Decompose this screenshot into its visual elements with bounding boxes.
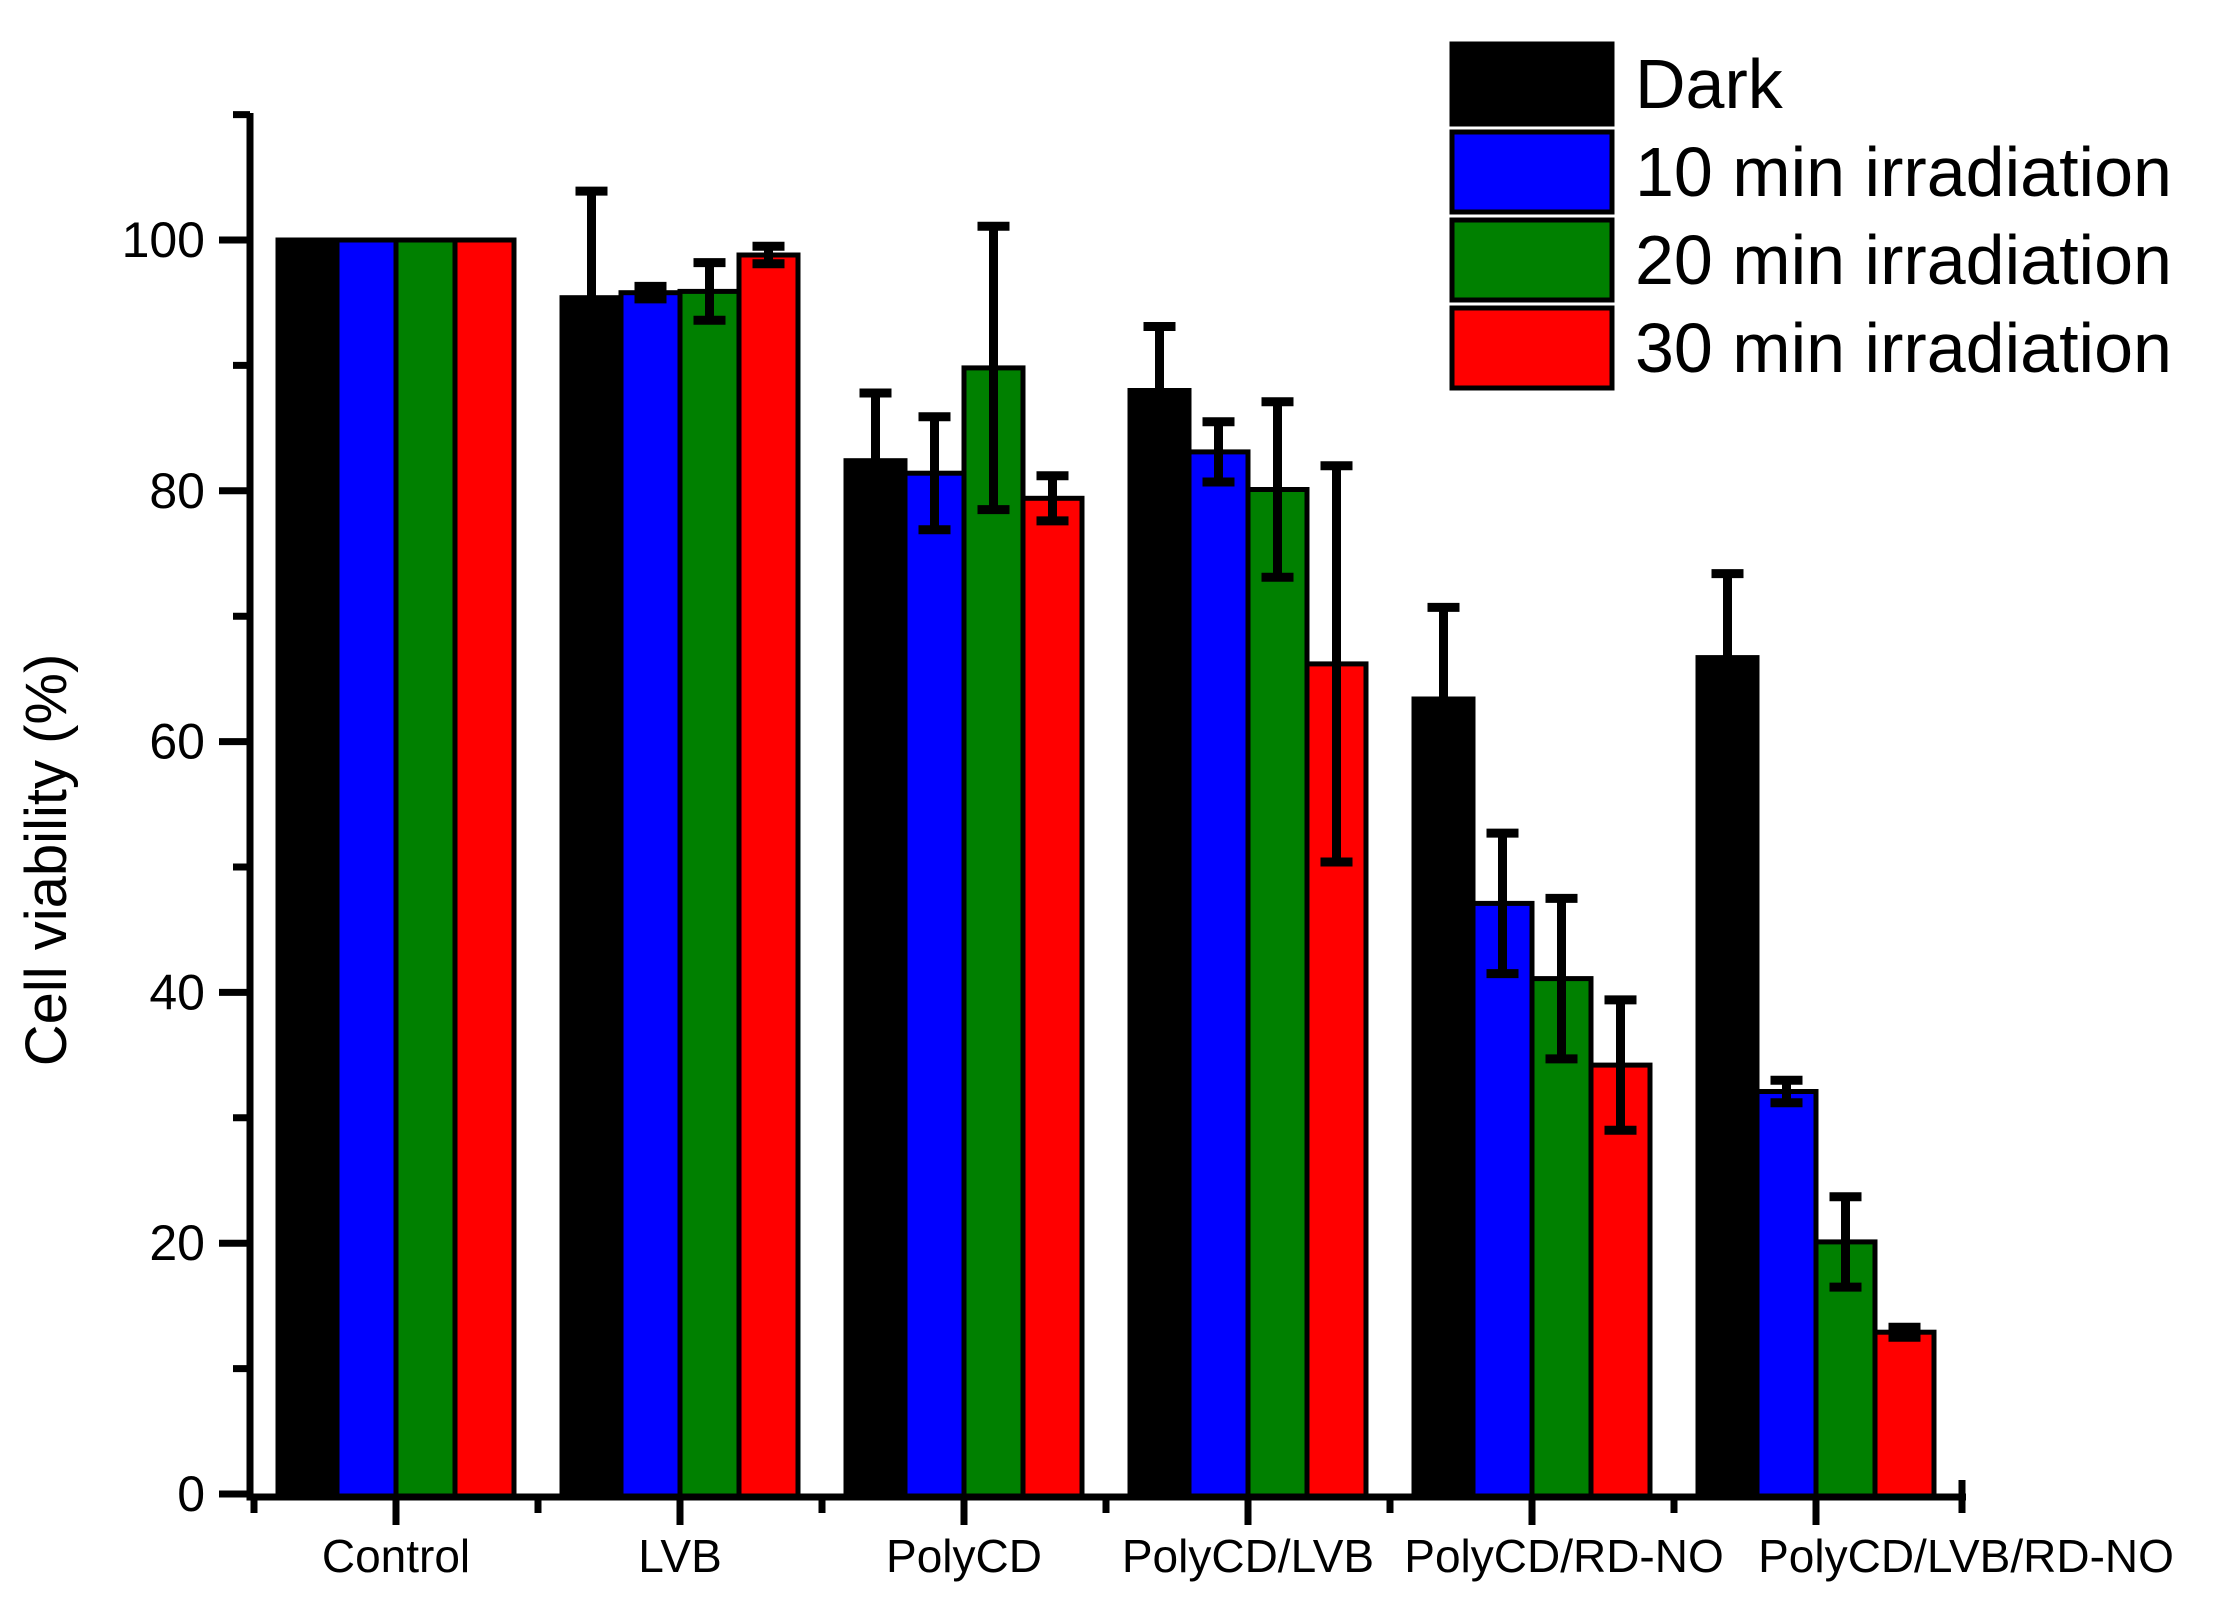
bar [843, 458, 908, 1500]
error-bar [1143, 322, 1176, 459]
error-bar [1604, 995, 1637, 1135]
x-category-label: PolyCD [886, 1530, 1042, 1582]
error-bar [1427, 602, 1460, 795]
bar [736, 252, 801, 1500]
legend-label: 10 min irradiation [1635, 133, 2172, 211]
bar [1695, 655, 1760, 1500]
bar [1020, 495, 1085, 1500]
bar [1872, 1329, 1937, 1500]
y-tick-label: 60 [149, 714, 205, 770]
bar [677, 288, 742, 1500]
error-bar [634, 281, 667, 304]
y-tick-label: 0 [177, 1466, 205, 1522]
bar [902, 470, 967, 1500]
bar [961, 365, 1026, 1500]
error-bar [1202, 417, 1235, 487]
error-bar [1829, 1192, 1862, 1292]
bar [1186, 449, 1251, 1500]
error-bar [1711, 569, 1744, 747]
error-bar [1545, 893, 1578, 1064]
legend-swatch [1449, 129, 1615, 215]
y-tick-label: 100 [122, 212, 205, 268]
legend-label: Dark [1635, 45, 1784, 123]
error-bar [1320, 461, 1353, 867]
bar [1411, 696, 1476, 1500]
x-category-label: Control [322, 1530, 470, 1582]
bar [452, 237, 517, 1500]
error-bar [1486, 828, 1519, 979]
x-category-label: PolyCD/LVB/RD-NO [1758, 1530, 2174, 1582]
bar [1245, 487, 1310, 1500]
error-bar [693, 258, 726, 325]
error-bar [752, 241, 785, 269]
bar [334, 237, 399, 1500]
x-ticks [250, 1497, 1820, 1525]
error-bar [1888, 1322, 1921, 1342]
legend-swatch [1449, 305, 1615, 391]
y-tick-label: 40 [149, 964, 205, 1020]
bar [559, 295, 624, 1500]
legend-label: 30 min irradiation [1635, 309, 2172, 387]
error-bar [1770, 1075, 1803, 1108]
error-bar [859, 388, 892, 533]
y-tick-label: 80 [149, 463, 205, 519]
x-category-label: LVB [638, 1530, 722, 1582]
bar [1127, 388, 1192, 1500]
error-bar [1036, 471, 1069, 526]
error-bar [977, 221, 1010, 515]
error-bar [1261, 397, 1294, 582]
x-category-label: PolyCD/LVB [1122, 1530, 1374, 1582]
y-tick-label: 20 [149, 1215, 205, 1271]
bar [618, 290, 683, 1500]
legend-swatch [1449, 217, 1615, 303]
legend-swatch [1449, 41, 1615, 127]
bar [275, 237, 340, 1500]
y-axis-title: Cell viability (%) [14, 654, 79, 1067]
error-bar [575, 186, 608, 409]
y-ticks [219, 111, 250, 1498]
x-category-label: PolyCD/RD-NO [1404, 1530, 1723, 1582]
bar [1754, 1089, 1819, 1500]
bar [1470, 900, 1535, 1500]
legend-label: 20 min irradiation [1635, 221, 2172, 299]
error-bar [918, 412, 951, 535]
bar [393, 237, 458, 1500]
